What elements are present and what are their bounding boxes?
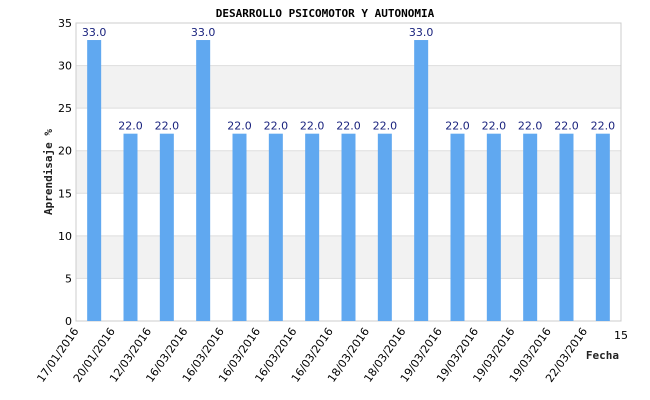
x-axis-label: Fecha (586, 349, 619, 362)
bar (486, 133, 501, 321)
bar (377, 133, 392, 321)
data-label: 22.0 (591, 120, 616, 133)
x-ticks: 17/01/201620/01/201612/03/201616/03/2016… (34, 325, 628, 384)
data-label: 22.0 (264, 120, 289, 133)
bar (414, 40, 429, 322)
data-label: 22.0 (118, 120, 143, 133)
bar (87, 40, 102, 322)
y-axis-label: Aprendisaje % (42, 129, 55, 215)
bar (559, 133, 574, 321)
data-label: 33.0 (82, 26, 107, 39)
bar (123, 133, 138, 321)
y-tick-label: 30 (58, 60, 72, 73)
y-tick-label: 10 (58, 230, 72, 243)
data-labels: 33.0 22.0 22.0 33.0 22.0 22.0 22.0 22.0 22.0 33.0… (82, 26, 615, 133)
data-label: 22.0 (373, 120, 398, 133)
data-label: 22.0 (482, 120, 507, 133)
data-label: 22.0 (445, 120, 470, 133)
grid-band (76, 65, 621, 109)
bar (595, 133, 610, 321)
y-tick-label: 0 (65, 315, 72, 328)
data-label: 33.0 (191, 26, 216, 39)
bars (87, 40, 610, 322)
y-tick-label: 5 (65, 272, 72, 285)
data-label: 22.0 (227, 120, 252, 133)
y-tick-label: 20 (58, 145, 72, 158)
y-tick-label: 15 (58, 187, 72, 200)
data-label: 22.0 (155, 120, 180, 133)
data-label: 22.0 (336, 120, 361, 133)
bar (341, 133, 356, 321)
bar (232, 133, 247, 321)
bar (523, 133, 538, 321)
y-tick-label: 25 (58, 102, 72, 115)
bar (159, 133, 174, 321)
data-label: 22.0 (518, 120, 543, 133)
bar (305, 133, 320, 321)
chart-title: DESARROLLO PSICOMOTOR Y AUTONOMIA (216, 7, 435, 20)
data-label: 22.0 (300, 120, 325, 133)
x-tick-label: 15 (614, 329, 628, 342)
data-label: 22.0 (554, 120, 579, 133)
data-label: 33.0 (409, 26, 434, 39)
y-tick-label: 35 (58, 17, 72, 30)
bar (268, 133, 283, 321)
bar (450, 133, 465, 321)
bar (196, 40, 211, 322)
y-ticks: 0 5 10 15 20 25 30 35 (58, 17, 72, 328)
